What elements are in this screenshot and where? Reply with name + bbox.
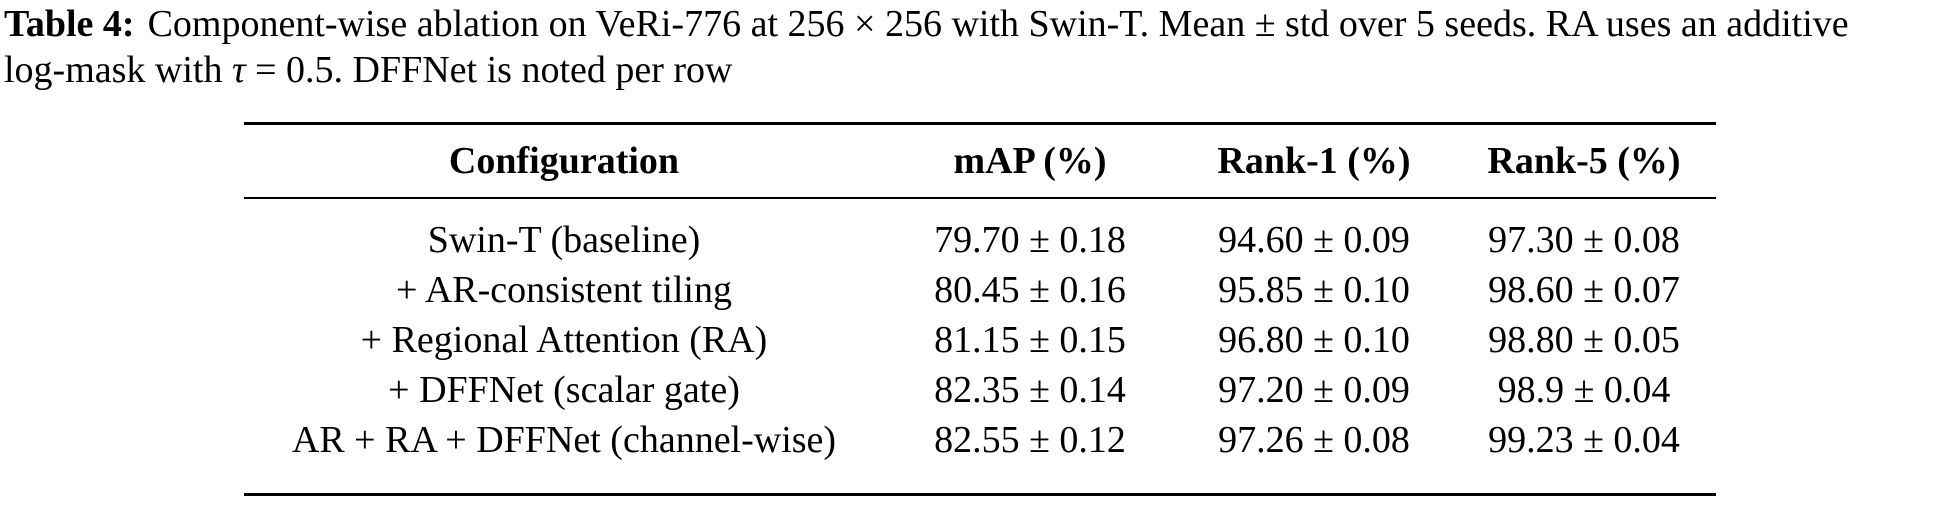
- caption-line-1: Table 4: Component-wise ablation on VeRi-…: [4, 1, 1849, 47]
- cell-configuration: + AR-consistent tiling: [396, 269, 732, 311]
- cell-rank1: 96.80 ± 0.10: [1218, 319, 1410, 361]
- cell-rank5: 98.60 ± 0.07: [1488, 269, 1680, 311]
- cell-rank5: 98.80 ± 0.05: [1488, 319, 1680, 361]
- caption-text-line2-prefix: log-mask with: [4, 49, 232, 91]
- caption-text-line2-suffix: = 0.5. DFFNet is noted per row: [245, 49, 733, 91]
- tau-symbol: τ: [231, 49, 246, 91]
- cell-rank1: 94.60 ± 0.09: [1218, 219, 1410, 261]
- caption-line-2: log-mask with τ = 0.5. DFFNet is noted p…: [4, 47, 1849, 93]
- col-header-configuration: Configuration: [244, 123, 884, 199]
- cell-configuration: + DFFNet (scalar gate): [388, 369, 740, 411]
- cell-configuration: Swin-T (baseline): [427, 219, 701, 261]
- table-row: + AR-consistent tiling 80.45 ± 0.16 95.8…: [244, 265, 1716, 315]
- cell-configuration: + Regional Attention (RA): [360, 319, 768, 361]
- table-caption: Table 4: Component-wise ablation on VeRi-…: [4, 1, 1849, 93]
- table-row: + Regional Attention (RA) 81.15 ± 0.15 9…: [244, 315, 1716, 365]
- cell-map: 82.35 ± 0.14: [934, 369, 1126, 411]
- cell-configuration: AR + RA + DFFNet (channel-wise): [291, 419, 837, 461]
- table-row: Swin-T (baseline) 79.70 ± 0.18 94.60 ± 0…: [244, 198, 1716, 265]
- col-header-rank5: Rank-5 (%): [1452, 123, 1716, 199]
- cell-rank5: 98.9 ± 0.04: [1497, 369, 1671, 411]
- cell-rank1: 97.20 ± 0.09: [1218, 369, 1410, 411]
- caption-label: Table 4:: [4, 3, 135, 45]
- cell-map: 82.55 ± 0.12: [934, 419, 1126, 461]
- col-header-map: mAP (%): [884, 123, 1176, 199]
- cell-map: 79.70 ± 0.18: [934, 219, 1126, 261]
- header-row: Configuration mAP (%) Rank-1 (%) Rank-5 …: [244, 123, 1716, 199]
- cell-rank1: 97.26 ± 0.08: [1218, 419, 1410, 461]
- table-row: + DFFNet (scalar gate) 82.35 ± 0.14 97.2…: [244, 365, 1716, 415]
- col-header-rank1: Rank-1 (%): [1176, 123, 1452, 199]
- cell-rank5: 99.23 ± 0.04: [1488, 419, 1680, 461]
- cell-rank1: 95.85 ± 0.10: [1218, 269, 1410, 311]
- cell-map: 81.15 ± 0.15: [934, 319, 1126, 361]
- cell-map: 80.45 ± 0.16: [934, 269, 1126, 311]
- caption-text-line1: Component-wise ablation on VeRi-776 at 2…: [147, 3, 1849, 45]
- cell-rank5: 97.30 ± 0.08: [1488, 219, 1680, 261]
- table-row: AR + RA + DFFNet (channel-wise) 82.55 ± …: [244, 415, 1716, 495]
- ablation-table: Configuration mAP (%) Rank-1 (%) Rank-5 …: [244, 122, 1716, 496]
